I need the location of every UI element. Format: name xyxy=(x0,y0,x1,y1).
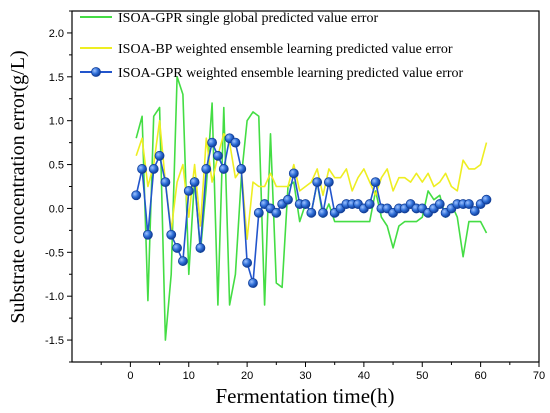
y-tick-label: 1.5 xyxy=(49,72,64,84)
x-tick-label: 50 xyxy=(416,370,428,382)
x-tick-label: 70 xyxy=(533,370,545,382)
series-3-point xyxy=(306,207,317,218)
y-axis-title: Substrate concentration error(g/L) xyxy=(7,50,29,323)
series-3-point xyxy=(218,164,229,174)
x-tick-label: 0 xyxy=(127,370,133,382)
series-3-point xyxy=(148,164,159,174)
series-3-point xyxy=(323,177,334,188)
series-3-point xyxy=(248,278,258,288)
series-3-point xyxy=(370,177,381,188)
series-layer xyxy=(131,76,492,341)
series-3-point xyxy=(160,177,171,188)
series-3-point xyxy=(213,150,223,161)
y-tick-label: 0.5 xyxy=(49,160,64,172)
series-3-point xyxy=(195,243,206,253)
y-tick-label: 1.0 xyxy=(49,116,64,128)
series-3-point xyxy=(242,257,253,268)
series-3-point xyxy=(172,243,182,253)
series-3-point xyxy=(154,150,165,161)
series-3-point xyxy=(189,177,200,188)
series-3-point xyxy=(137,164,147,174)
x-tick-label: 40 xyxy=(358,370,370,382)
series-3-point xyxy=(288,168,299,179)
series-3-point xyxy=(318,207,328,218)
series-3-point xyxy=(183,185,194,196)
series-3-point xyxy=(253,207,264,218)
series-3-point xyxy=(464,199,474,209)
legend-marker-series-3 xyxy=(91,67,101,77)
series-3-point xyxy=(207,137,218,148)
x-tick-label: 60 xyxy=(475,370,487,382)
series-3-point xyxy=(131,190,142,201)
series-3-point xyxy=(271,207,282,218)
series-3-point xyxy=(142,229,153,240)
series-3-point xyxy=(178,256,188,266)
x-tick-label: 10 xyxy=(183,370,195,382)
series-3-point xyxy=(481,194,492,205)
series-3-point xyxy=(236,164,247,174)
series-3-point xyxy=(434,199,445,209)
legend-label-series-1: ISOA-GPR single global predicted value e… xyxy=(118,11,378,26)
series-3-point xyxy=(201,164,212,174)
x-tick-label: 20 xyxy=(241,370,253,382)
y-tick-label: -1.5 xyxy=(45,335,64,347)
series-3-point xyxy=(364,199,375,209)
series-3-point xyxy=(300,199,311,209)
x-tick-label: 30 xyxy=(299,370,311,382)
legend-label-series-3: ISOA-GPR weighted ensemble learning pred… xyxy=(118,66,464,81)
y-tick-label: 2.0 xyxy=(49,28,64,40)
series-3-point xyxy=(283,194,293,205)
axes: 0 10 20 30 40 50 60 70 -1.5 -1.0 -0.5 0.0 0.5 1.0 1.5 2… xyxy=(45,10,545,382)
series-line-2 xyxy=(135,119,488,240)
legend-label-series-2: ISOA-BP weighted ensemble learning predi… xyxy=(118,42,453,57)
x-axis-title: Fermentation time(h) xyxy=(215,384,394,408)
series-3-point xyxy=(469,206,480,216)
y-tick-label: -0.5 xyxy=(45,247,64,259)
y-tick-label: 0.0 xyxy=(49,203,64,215)
series-3-point xyxy=(230,137,241,148)
y-tick-label: -1.0 xyxy=(45,291,64,303)
series-3-point xyxy=(312,177,323,188)
series-3-point xyxy=(166,229,177,240)
legend: ISOA-GPR single global predicted value e… xyxy=(80,11,464,81)
